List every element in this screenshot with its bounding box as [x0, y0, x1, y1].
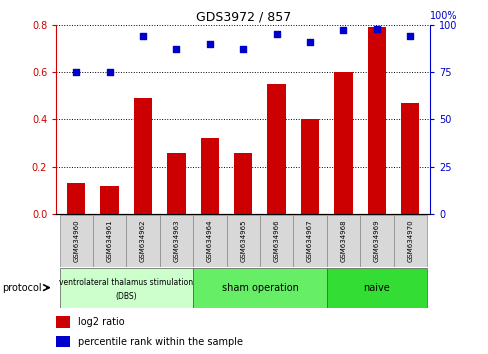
Text: protocol: protocol	[2, 282, 42, 293]
Text: GSM634966: GSM634966	[273, 219, 279, 262]
Bar	[200, 138, 219, 214]
Bar	[167, 153, 185, 214]
Text: GSM634965: GSM634965	[240, 219, 246, 262]
Text: GSM634963: GSM634963	[173, 219, 179, 262]
Point	[139, 33, 147, 39]
Text: percentile rank within the sample: percentile rank within the sample	[78, 337, 242, 347]
Point	[205, 41, 213, 46]
Point	[372, 26, 380, 32]
Text: GSM634969: GSM634969	[373, 219, 379, 262]
Bar	[400, 103, 419, 214]
FancyBboxPatch shape	[260, 215, 293, 267]
Text: GSM634961: GSM634961	[106, 219, 112, 262]
Text: GSM634970: GSM634970	[407, 219, 412, 262]
Bar	[134, 98, 152, 214]
Bar	[67, 183, 85, 214]
Text: 100%: 100%	[429, 11, 457, 21]
Point	[305, 39, 313, 45]
FancyBboxPatch shape	[160, 215, 193, 267]
Bar	[367, 27, 385, 214]
FancyBboxPatch shape	[326, 215, 360, 267]
Text: naive: naive	[363, 282, 389, 293]
Point	[72, 69, 80, 75]
Point	[272, 32, 280, 37]
FancyBboxPatch shape	[60, 268, 193, 308]
Text: ventrolateral thalamus stimulation: ventrolateral thalamus stimulation	[59, 278, 193, 287]
Bar	[334, 72, 352, 214]
FancyBboxPatch shape	[326, 268, 426, 308]
Bar	[56, 336, 70, 347]
FancyBboxPatch shape	[226, 215, 260, 267]
FancyBboxPatch shape	[93, 215, 126, 267]
FancyBboxPatch shape	[193, 215, 226, 267]
Text: sham operation: sham operation	[221, 282, 298, 293]
FancyBboxPatch shape	[193, 268, 326, 308]
FancyBboxPatch shape	[360, 215, 393, 267]
Bar	[234, 153, 252, 214]
Point	[105, 69, 113, 75]
Point	[339, 28, 346, 33]
Point	[172, 47, 180, 52]
Text: GSM634962: GSM634962	[140, 219, 146, 262]
FancyBboxPatch shape	[60, 215, 93, 267]
Bar	[300, 119, 319, 214]
Bar	[267, 84, 285, 214]
Title: GDS3972 / 857: GDS3972 / 857	[195, 11, 290, 24]
Text: GSM634960: GSM634960	[73, 219, 79, 262]
Text: GSM634964: GSM634964	[206, 219, 212, 262]
Text: GSM634967: GSM634967	[306, 219, 312, 262]
FancyBboxPatch shape	[393, 215, 426, 267]
Text: GSM634968: GSM634968	[340, 219, 346, 262]
Bar	[101, 186, 119, 214]
Point	[406, 33, 413, 39]
Bar	[56, 316, 70, 328]
Text: log2 ratio: log2 ratio	[78, 317, 124, 327]
FancyBboxPatch shape	[126, 215, 160, 267]
Point	[239, 47, 246, 52]
FancyBboxPatch shape	[293, 215, 326, 267]
Text: (DBS): (DBS)	[115, 292, 137, 301]
